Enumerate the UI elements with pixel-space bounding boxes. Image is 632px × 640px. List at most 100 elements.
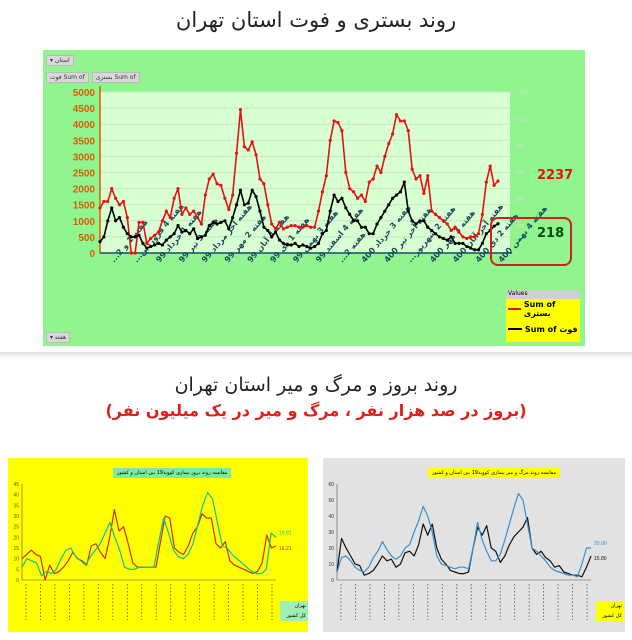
hosp-series-point xyxy=(332,119,336,123)
y-tick-label: 500 xyxy=(78,233,95,244)
legend-label: تهران xyxy=(294,603,306,609)
y-tick-label: 5000 xyxy=(73,88,96,99)
deaths-series-point xyxy=(340,196,344,200)
hosp-series-point xyxy=(273,227,278,231)
hosp-series-point xyxy=(406,129,410,133)
y-tick-label: 1000 xyxy=(73,217,96,228)
hosp-series-point xyxy=(328,138,332,142)
hosp-series-point xyxy=(394,112,399,117)
deaths-series-point xyxy=(472,248,477,252)
deaths-series-point xyxy=(215,222,219,226)
y-tick-label: 0 xyxy=(331,578,334,584)
province-filter-button[interactable]: استان ▾ xyxy=(46,55,74,66)
hosp-series-point xyxy=(324,174,328,178)
mortality-chart-panel: 0 10 20 30 40 50 60 15.80 20.00 مقایسه روند مرگ … xyxy=(323,458,625,632)
deaths-series-point xyxy=(359,225,364,229)
deaths-series-point xyxy=(223,219,227,223)
hosp-series-point xyxy=(336,120,340,125)
hosp-series-point xyxy=(352,190,356,194)
deaths-series-point xyxy=(387,203,391,207)
y-tick-label: 30 xyxy=(13,514,19,520)
hosp-series-point xyxy=(379,170,383,175)
hosp-deaths-chart: 0500100015002000250030003500400045005000… xyxy=(73,86,549,264)
deaths-series-point xyxy=(371,232,375,236)
legend-item-hosp: Sum of بستری xyxy=(506,299,580,319)
y-tick-label: 10 xyxy=(13,557,19,563)
y-tick-label: 2500 xyxy=(73,169,96,180)
hosp-series-point xyxy=(426,174,430,178)
hosp-series-point xyxy=(344,170,348,175)
deaths-series-point xyxy=(406,209,410,213)
deaths-series-point xyxy=(149,244,153,249)
deaths-series-point xyxy=(492,224,496,228)
deaths-series-point xyxy=(355,219,360,223)
hosp-series-point xyxy=(149,236,153,241)
hosp-series-point xyxy=(461,235,465,239)
deaths-series-point xyxy=(379,215,383,220)
hosp-series-point xyxy=(258,177,262,181)
mortality-legend: تهران کل کشور xyxy=(596,601,624,621)
hosp-series-point xyxy=(367,180,371,184)
hosp-series-point xyxy=(484,180,488,184)
last-value-label: 20.00 xyxy=(594,541,607,547)
deaths-series-point xyxy=(246,201,250,205)
hosp-series-point xyxy=(192,209,196,213)
deaths-series-point xyxy=(476,248,481,252)
y2-tick-label: 200 xyxy=(515,224,524,230)
hosp-last-value: 2237 xyxy=(537,168,574,183)
province-filter-label: استان xyxy=(54,57,70,64)
legend-label: تهران xyxy=(610,603,622,609)
deaths-series-point xyxy=(348,212,352,216)
hosp-series-point xyxy=(449,228,453,233)
deaths-series-point xyxy=(184,228,188,233)
hosp-series-point xyxy=(121,199,126,204)
last-value-label: 16.21 xyxy=(279,546,292,552)
hosp-series-point xyxy=(234,151,239,155)
hosp-series-point xyxy=(219,183,223,187)
deaths-series-point xyxy=(145,246,149,250)
field-deaths-button[interactable]: Sum of فوت xyxy=(46,72,89,83)
week-axis-button[interactable]: هفته ▾ xyxy=(46,332,71,343)
hosp-series-point xyxy=(469,235,473,239)
hosp-series-point xyxy=(453,225,457,229)
deaths-series-point xyxy=(258,209,262,213)
hosp-series-point xyxy=(277,220,282,225)
y-tick-label: 0 xyxy=(89,249,95,260)
y-tick-label: 10 xyxy=(328,562,334,568)
deaths-series-point xyxy=(262,225,266,229)
section-divider xyxy=(0,352,632,358)
hosp-series-point xyxy=(422,191,426,196)
hosp-series-point xyxy=(441,219,445,223)
deaths-series-point xyxy=(375,222,379,226)
hosp-series-point xyxy=(180,212,184,216)
deaths-series-point xyxy=(484,232,488,236)
hosp-series-point xyxy=(238,108,243,112)
y-tick-label: 30 xyxy=(328,530,334,536)
hosp-series-point xyxy=(383,154,387,158)
hosp-series-point xyxy=(254,153,258,157)
y-tick-label: 40 xyxy=(328,514,334,520)
deaths-series-point xyxy=(344,206,348,210)
deaths-series-point xyxy=(461,241,465,245)
hosp-series-point xyxy=(184,206,188,210)
hosp-series-point xyxy=(355,196,360,200)
deaths-series-point xyxy=(465,244,469,249)
deaths-series-point xyxy=(164,238,168,242)
deaths-series-point xyxy=(114,219,118,223)
y-tick-label: 35 xyxy=(13,503,19,509)
deaths-series-point xyxy=(418,219,422,223)
hosp-series-point xyxy=(203,193,207,197)
deaths-series-point xyxy=(129,235,133,239)
deaths-series-point xyxy=(332,193,336,197)
legend-swatch xyxy=(508,328,522,330)
deaths-series-point xyxy=(285,243,289,247)
series-0-line xyxy=(21,508,277,581)
legend-label: Sum of بستری xyxy=(523,300,556,318)
hosp-series-point xyxy=(211,172,215,176)
deaths-series-point xyxy=(110,206,114,210)
last-value-label: 19.81 xyxy=(279,530,292,536)
hosp-series-point xyxy=(285,225,289,229)
hosp-series-point xyxy=(281,227,285,231)
deaths-series-point xyxy=(270,235,274,239)
field-hosp-button[interactable]: Sum of بستری xyxy=(91,72,140,83)
